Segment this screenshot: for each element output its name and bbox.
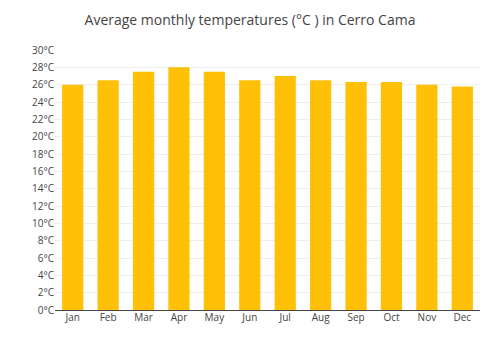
svg-text:Jan: Jan: [65, 310, 80, 324]
svg-text:24°C: 24°C: [32, 95, 54, 109]
svg-text:30°C: 30°C: [32, 43, 54, 57]
svg-text:Feb: Feb: [100, 310, 117, 324]
svg-text:2°C: 2°C: [38, 285, 54, 299]
svg-text:Sep: Sep: [347, 310, 364, 324]
svg-text:Jul: Jul: [279, 310, 291, 324]
svg-text:Nov: Nov: [418, 310, 437, 324]
svg-text:22°C: 22°C: [32, 112, 54, 126]
svg-text:10°C: 10°C: [32, 216, 54, 230]
svg-text:Apr: Apr: [171, 310, 188, 324]
svg-text:0°C: 0°C: [38, 303, 54, 317]
svg-text:20°C: 20°C: [32, 129, 54, 143]
svg-text:6°C: 6°C: [38, 251, 54, 265]
svg-text:Jun: Jun: [241, 310, 257, 324]
svg-text:16°C: 16°C: [32, 164, 54, 178]
svg-text:May: May: [205, 310, 226, 324]
svg-text:12°C: 12°C: [32, 199, 54, 213]
svg-text:28°C: 28°C: [32, 60, 54, 74]
svg-text:Aug: Aug: [312, 310, 330, 324]
svg-text:26°C: 26°C: [32, 77, 54, 91]
svg-text:14°C: 14°C: [32, 181, 54, 195]
svg-text:Average monthly temperatures (: Average monthly temperatures (°C ) in Ce…: [85, 10, 416, 29]
svg-text:4°C: 4°C: [38, 268, 54, 282]
svg-text:Mar: Mar: [134, 310, 153, 324]
svg-text:Dec: Dec: [453, 310, 471, 324]
svg-text:18°C: 18°C: [32, 147, 54, 161]
svg-text:8°C: 8°C: [38, 233, 54, 247]
svg-text:Oct: Oct: [383, 310, 400, 324]
